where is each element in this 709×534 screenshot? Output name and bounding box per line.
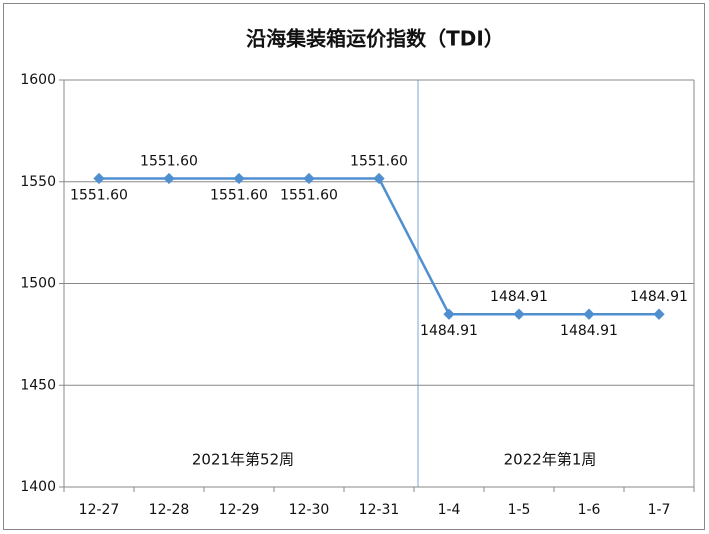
annotation: 2022年第1周 [504, 451, 597, 469]
x-tick-label: 12-30 [289, 502, 330, 518]
data-label: 1551.60 [280, 187, 338, 203]
y-tick-label: 1500 [20, 276, 56, 292]
marker [513, 308, 525, 320]
data-label: 1484.91 [560, 323, 618, 339]
data-label: 1551.60 [350, 153, 408, 169]
data-label: 1484.91 [490, 289, 548, 305]
x-tick-label: 12-31 [359, 502, 400, 518]
y-tick-label: 1600 [20, 72, 56, 88]
data-label: 1551.60 [140, 153, 198, 169]
marker [443, 308, 455, 320]
x-tick-label: 1-7 [648, 502, 671, 518]
data-label: 1551.60 [210, 187, 268, 203]
chart-title: 沿海集装箱运价指数（TDI） [246, 27, 504, 51]
marker [583, 308, 595, 320]
chart-border [3, 3, 705, 530]
y-tick-label: 1450 [20, 377, 56, 393]
x-tick-label: 1-4 [438, 502, 461, 518]
x-tick-label: 1-5 [508, 502, 531, 518]
y-tick-label: 1400 [20, 479, 56, 495]
x-tick-label: 1-6 [578, 502, 601, 518]
x-tick-label: 12-28 [149, 502, 190, 518]
data-label: 1551.60 [70, 187, 128, 203]
annotation: 2021年第52周 [192, 451, 294, 469]
data-label: 1484.91 [420, 323, 478, 339]
marker [653, 308, 665, 320]
x-tick-label: 12-27 [79, 502, 120, 518]
y-tick-label: 1550 [20, 174, 56, 190]
marker [373, 172, 385, 185]
x-tick-label: 12-29 [219, 502, 260, 518]
marker [163, 172, 175, 185]
marker [303, 172, 315, 185]
marker [233, 172, 245, 185]
data-label: 1484.91 [630, 289, 688, 305]
